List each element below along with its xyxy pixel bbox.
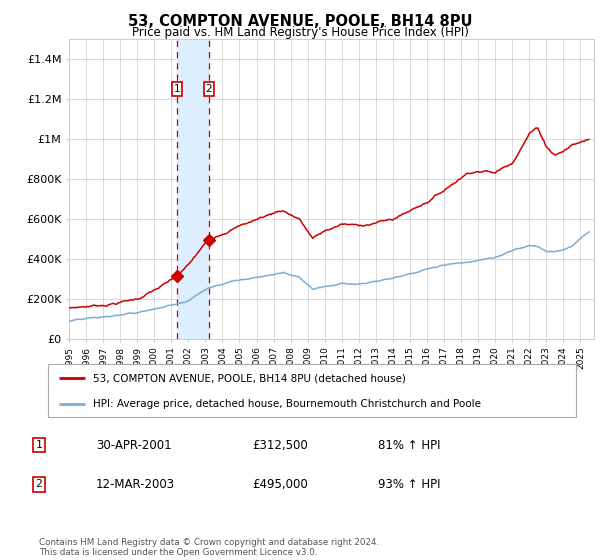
Text: 93% ↑ HPI: 93% ↑ HPI [378, 478, 440, 491]
Text: 1: 1 [35, 440, 43, 450]
Text: 30-APR-2001: 30-APR-2001 [96, 438, 172, 452]
Text: HPI: Average price, detached house, Bournemouth Christchurch and Poole: HPI: Average price, detached house, Bour… [93, 399, 481, 409]
Text: £312,500: £312,500 [252, 438, 308, 452]
Text: 2: 2 [35, 479, 43, 489]
Bar [177, 39, 209, 339]
Text: 12-MAR-2003: 12-MAR-2003 [96, 478, 175, 491]
Text: 1: 1 [173, 83, 180, 94]
Text: £495,000: £495,000 [252, 478, 308, 491]
Text: 2: 2 [206, 83, 212, 94]
Text: Contains HM Land Registry data © Crown copyright and database right 2024.
This d: Contains HM Land Registry data © Crown c… [39, 538, 379, 557]
Text: Price paid vs. HM Land Registry's House Price Index (HPI): Price paid vs. HM Land Registry's House … [131, 26, 469, 39]
Text: 53, COMPTON AVENUE, POOLE, BH14 8PU (detached house): 53, COMPTON AVENUE, POOLE, BH14 8PU (det… [93, 374, 406, 384]
Text: 53, COMPTON AVENUE, POOLE, BH14 8PU: 53, COMPTON AVENUE, POOLE, BH14 8PU [128, 14, 472, 29]
Text: 81% ↑ HPI: 81% ↑ HPI [378, 438, 440, 452]
